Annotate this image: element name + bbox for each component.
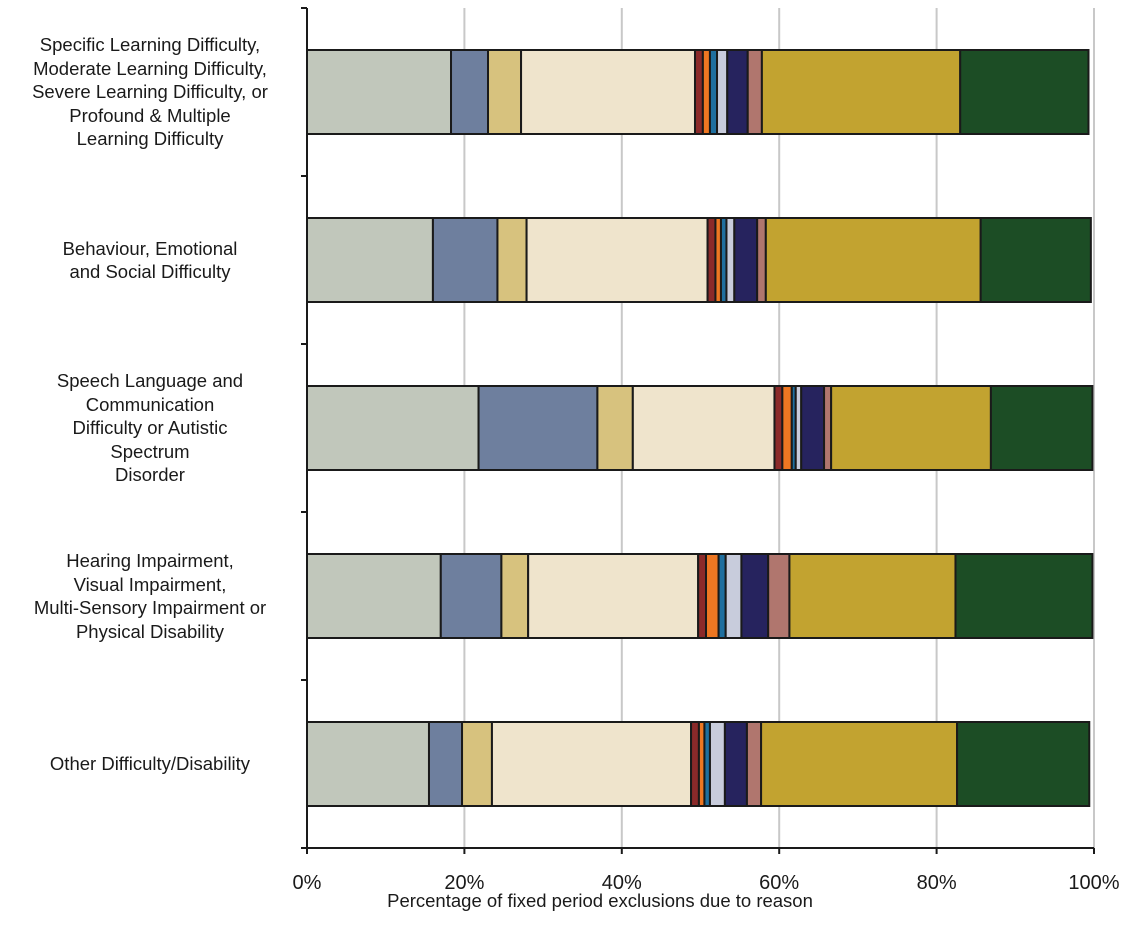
bar-segment (723, 721, 748, 807)
bar-segment (496, 217, 528, 303)
category-label-line: Physical Disability (75, 620, 225, 642)
x-tick-label: 0% (292, 872, 322, 894)
bar-segment (525, 217, 709, 303)
x-tick-label: 40% (601, 872, 642, 894)
bar-segment (733, 217, 759, 303)
bar-segment (740, 553, 770, 639)
bar-segment (427, 721, 464, 807)
bar-segment (745, 721, 763, 807)
bar-segment (746, 49, 763, 135)
bar-segment (724, 553, 743, 639)
bar-segment (764, 217, 982, 303)
axes (301, 7, 1095, 854)
bar-segment (717, 553, 727, 639)
category-label-line: Communication (85, 393, 215, 415)
category-label-line: Hearing Impairment, (66, 550, 234, 571)
category-label-line: Difficulty or Autistic (72, 417, 228, 439)
category-label-line: Learning Difficulty (76, 128, 224, 150)
bar-segment (956, 721, 1091, 807)
bar-segment (788, 553, 957, 639)
bar-segment (760, 721, 959, 807)
x-tick-label: 80% (916, 872, 957, 894)
bar-segment (760, 49, 962, 135)
category-label-line: Spectrum (110, 440, 190, 462)
bar-segment (954, 553, 1094, 639)
bar-segment (461, 721, 493, 807)
bar-segment (800, 385, 826, 471)
bar-segment (306, 49, 453, 135)
category-label: Behaviour, Emotional and Social Difficult… (0, 237, 300, 284)
bar-segment (823, 385, 833, 471)
bar-segment (708, 49, 719, 135)
bar-segment (781, 385, 793, 471)
bar-segment (706, 217, 717, 303)
x-axis-title: Percentage of fixed period exclusions du… (387, 890, 813, 911)
bar-segment (726, 49, 749, 135)
bar-segment (716, 49, 729, 135)
bar-segment (690, 721, 700, 807)
x-tick-label: 20% (444, 872, 485, 894)
category-label-line: Other Difficulty/Disability (49, 753, 251, 775)
category-label: Hearing Impairment, Visual Impairment, Mul… (0, 549, 300, 643)
bar-segment (431, 217, 499, 303)
bar-segment (477, 385, 599, 471)
bar-segment (306, 553, 442, 639)
category-label: Specific Learning Difficulty, Moderate Le… (0, 33, 300, 151)
bar-segment (725, 217, 736, 303)
category-label-line: Speech Language and (56, 370, 244, 392)
bar-segment (306, 721, 430, 807)
category-label-line: Disorder (115, 464, 185, 486)
x-tick-label: 100% (1068, 872, 1120, 894)
bar-segment (767, 553, 791, 639)
category-label-line: Behaviour, Emotional (62, 237, 238, 259)
bar-segment (450, 49, 490, 135)
bar-segment (490, 721, 693, 807)
bar-segment (306, 217, 434, 303)
category-label: Speech Language and Communication Difficul… (0, 369, 300, 487)
bar-segment (693, 49, 704, 135)
bar-segment (306, 385, 480, 471)
bar-segment (979, 217, 1092, 303)
bar-segment (773, 385, 784, 471)
x-tick-label: 60% (759, 872, 800, 894)
category-label-line: Specific Learning Difficulty, (39, 34, 261, 56)
bar-segment (439, 553, 503, 639)
category-label: Other Difficulty/Disability (0, 752, 300, 776)
category-label-line: Multi-Sensory Impairment or (33, 597, 267, 618)
bar-segment (520, 49, 696, 135)
bar-segment (830, 385, 992, 471)
bar-segment (596, 385, 634, 471)
bar-segment (500, 553, 530, 639)
bar-segment (708, 721, 726, 807)
bar-segment (697, 553, 708, 639)
bars (306, 49, 1094, 807)
bar-segment (705, 553, 720, 639)
bar-segment (756, 217, 767, 303)
category-label-line: Moderate Learning Difficulty, (33, 57, 267, 79)
category-label-line: Visual Impairment, (73, 573, 227, 595)
category-label-line: Severe Learning Difficulty, or (32, 81, 268, 103)
category-label-line: Profound & Multiple (69, 104, 231, 126)
category-label-line: and Social Difficulty (69, 261, 231, 282)
bar-segment (989, 385, 1094, 471)
bar-segment (701, 49, 711, 135)
bar-segment (527, 553, 700, 639)
bar-segment (487, 49, 523, 135)
bar-segment (631, 385, 776, 471)
bar-segment (959, 49, 1090, 135)
